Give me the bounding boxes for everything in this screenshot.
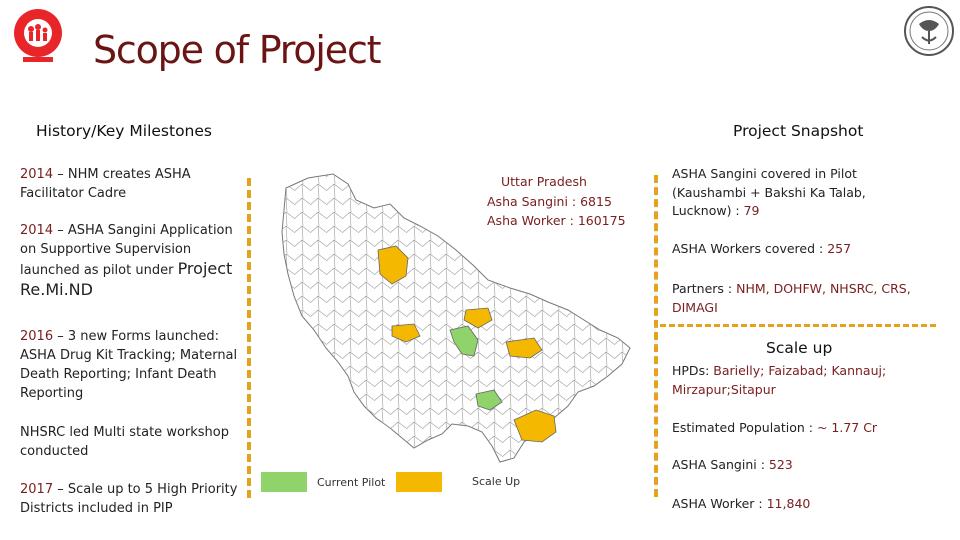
milestone-2: 2014 – ASHA Sangini Application on Suppo… [20, 223, 233, 299]
legend-current-label: Current Pilot [317, 476, 386, 489]
uttar-pradesh-map [278, 170, 648, 470]
milestone-1: 2014 – NHM creates ASHA Facilitator Cadr… [20, 167, 191, 201]
scaleup-title: Scale up [766, 339, 833, 357]
snapshot-covered: ASHA Sangini covered in Pilot (Kaushambi… [672, 166, 866, 218]
district-sitapur [377, 245, 409, 285]
map-worker: Asha Worker : 160175 [487, 213, 626, 228]
district-kannauj [391, 323, 421, 343]
scaleup-population: Estimated Population : ~ 1.77 Cr [672, 420, 878, 435]
map-state: Uttar Pradesh [501, 174, 587, 189]
milestone-3: 2016 – 3 new Forms launched: ASHA Drug K… [20, 329, 238, 401]
scaleup-sangini: ASHA Sangini : 523 [672, 457, 793, 472]
nhm-logo-icon [5, 5, 71, 65]
page-title: Scope of Project [93, 28, 382, 72]
scaleup-worker: ASHA Worker : 11,840 [672, 496, 811, 511]
map-label: Uttar Pradesh Asha Sangini : 6815 Asha W… [487, 172, 626, 231]
scaleup-hpds: HPDs: Barielly; Faizabad; Kannauj; Mirza… [672, 363, 887, 397]
up-emblem-icon [902, 4, 956, 58]
scaleup-divider [660, 324, 936, 327]
milestone-5: 2017 – Scale up to 5 High Priority Distr… [20, 482, 238, 516]
milestones-header: History/Key Milestones [36, 122, 212, 140]
legend-scale-swatch [396, 472, 442, 492]
legend-current-swatch [261, 472, 307, 492]
snapshot-partners: Partners : NHM, DOHFW, NHSRC, CRS, DIMAG… [672, 281, 911, 315]
district-barielly [463, 307, 493, 329]
district-kaushambi [475, 389, 503, 411]
snapshot-header: Project Snapshot [733, 122, 864, 140]
district-faizabad [505, 337, 543, 359]
left-divider [247, 178, 251, 498]
map-sangini: Asha Sangini : 6815 [487, 193, 612, 209]
milestone-4: NHSRC led Multi state workshop conducted [20, 425, 229, 459]
district-lucknow [449, 325, 479, 357]
legend-scale-label: Scale Up [472, 475, 521, 488]
right-divider [654, 175, 658, 497]
snapshot-workers: ASHA Workers covered : 257 [672, 241, 852, 256]
district-mirzapur [513, 409, 557, 443]
